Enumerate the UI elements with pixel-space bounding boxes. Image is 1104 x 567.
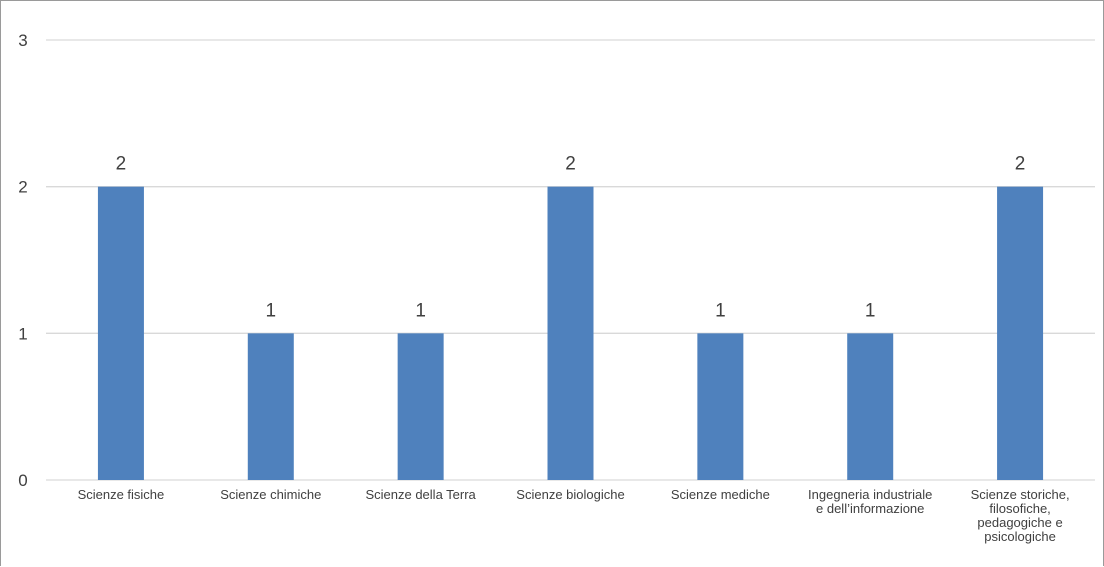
- bar-2: [397, 333, 444, 480]
- x-tick-label-line: filosofiche,: [989, 501, 1050, 516]
- x-tick-label-line: psicologiche: [984, 529, 1056, 544]
- x-tick-label-6: Scienze storiche, filosofiche, pedagogiche…: [971, 487, 1070, 544]
- bar-3: [547, 186, 594, 480]
- data-labels: 2 1 1 2 1 1 2: [116, 154, 1026, 322]
- data-label-5: 1: [865, 300, 876, 321]
- data-label-1: 1: [265, 300, 276, 321]
- x-tick-label-line: pedagogiche e: [977, 515, 1062, 530]
- y-tick-label-3: 3: [18, 31, 27, 50]
- data-label-2: 1: [415, 300, 426, 321]
- x-tick-label-line: Scienze biologiche: [516, 487, 624, 502]
- data-label-6: 2: [1015, 154, 1026, 175]
- bar-1: [247, 333, 294, 480]
- bar-0: [97, 186, 144, 480]
- bar-4: [697, 333, 744, 480]
- y-axis-tick-labels: 0 1 2 3: [18, 31, 27, 490]
- x-tick-label-3: Scienze biologiche: [516, 487, 624, 502]
- bar-6: [997, 186, 1044, 480]
- x-tick-label-line: Scienze della Terra: [365, 487, 476, 502]
- bar-5: [847, 333, 894, 480]
- x-tick-label-0: Scienze fisiche: [78, 487, 165, 502]
- x-axis-tick-labels: Scienze fisiche Scienze chimiche Scienze d…: [78, 487, 1070, 544]
- x-tick-label-line: e dell’informazione: [816, 501, 924, 516]
- x-tick-label-1: Scienze chimiche: [220, 487, 321, 502]
- x-tick-label-2: Scienze della Terra: [365, 487, 476, 502]
- y-tick-label-0: 0: [18, 471, 27, 490]
- data-label-0: 2: [116, 154, 127, 175]
- x-tick-label-5: Ingegneria industriale e dell’informazion…: [808, 487, 932, 516]
- x-tick-label-4: Scienze mediche: [671, 487, 770, 502]
- x-tick-label-line: Ingegneria industriale: [808, 487, 932, 502]
- x-tick-label-line: Scienze storiche,: [971, 487, 1070, 502]
- x-tick-label-line: Scienze chimiche: [220, 487, 321, 502]
- x-tick-label-line: Scienze fisiche: [78, 487, 165, 502]
- x-tick-label-line: Scienze mediche: [671, 487, 770, 502]
- data-label-3: 2: [565, 154, 576, 175]
- y-tick-label-2: 2: [18, 178, 27, 197]
- bars: [97, 186, 1044, 480]
- y-tick-label-1: 1: [18, 324, 27, 343]
- data-label-4: 1: [715, 300, 726, 321]
